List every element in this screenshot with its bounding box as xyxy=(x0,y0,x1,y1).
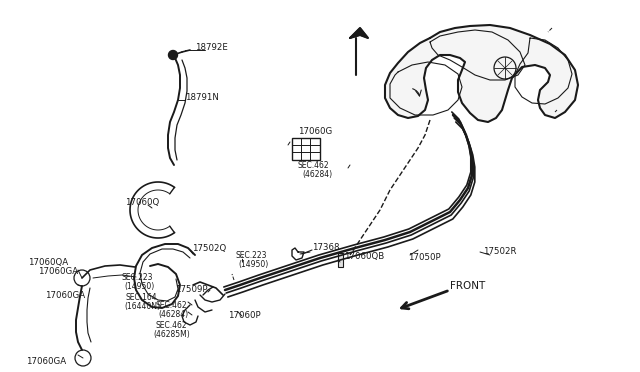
Text: 17060GA: 17060GA xyxy=(38,267,78,276)
Text: (16440N): (16440N) xyxy=(124,301,160,311)
Polygon shape xyxy=(350,28,368,38)
Text: SEC.164: SEC.164 xyxy=(126,292,157,301)
Text: 17060GA: 17060GA xyxy=(26,357,66,366)
Circle shape xyxy=(168,51,177,60)
Text: SEC.223: SEC.223 xyxy=(236,250,268,260)
Text: 17502R: 17502R xyxy=(483,247,516,257)
Text: (14950): (14950) xyxy=(238,260,268,269)
Text: (46284): (46284) xyxy=(158,310,188,318)
Text: 17060QA: 17060QA xyxy=(28,257,68,266)
Text: 17509P: 17509P xyxy=(175,285,207,295)
Text: 17060P: 17060P xyxy=(228,311,260,320)
Text: SEC.462: SEC.462 xyxy=(155,321,187,330)
Text: 17502Q: 17502Q xyxy=(192,244,227,253)
Text: SEC.462: SEC.462 xyxy=(155,301,187,310)
Text: (46284): (46284) xyxy=(302,170,332,179)
Text: 17060Q: 17060Q xyxy=(125,198,159,206)
Text: SEC.223: SEC.223 xyxy=(122,273,154,282)
Text: 17060QB: 17060QB xyxy=(344,251,384,260)
Text: (14950): (14950) xyxy=(124,282,154,292)
Text: 17050P: 17050P xyxy=(408,253,440,263)
Text: 18791N: 18791N xyxy=(185,93,219,103)
Bar xyxy=(338,253,343,267)
Text: 17368: 17368 xyxy=(312,244,339,253)
Text: 17060GA: 17060GA xyxy=(45,291,85,299)
Bar xyxy=(292,138,320,160)
Text: (46285M): (46285M) xyxy=(153,330,189,340)
Text: 17060G: 17060G xyxy=(298,128,332,137)
Text: SEC.462: SEC.462 xyxy=(298,160,330,170)
Text: FRONT: FRONT xyxy=(450,281,485,291)
Text: 18792E: 18792E xyxy=(195,44,228,52)
Polygon shape xyxy=(385,25,578,122)
